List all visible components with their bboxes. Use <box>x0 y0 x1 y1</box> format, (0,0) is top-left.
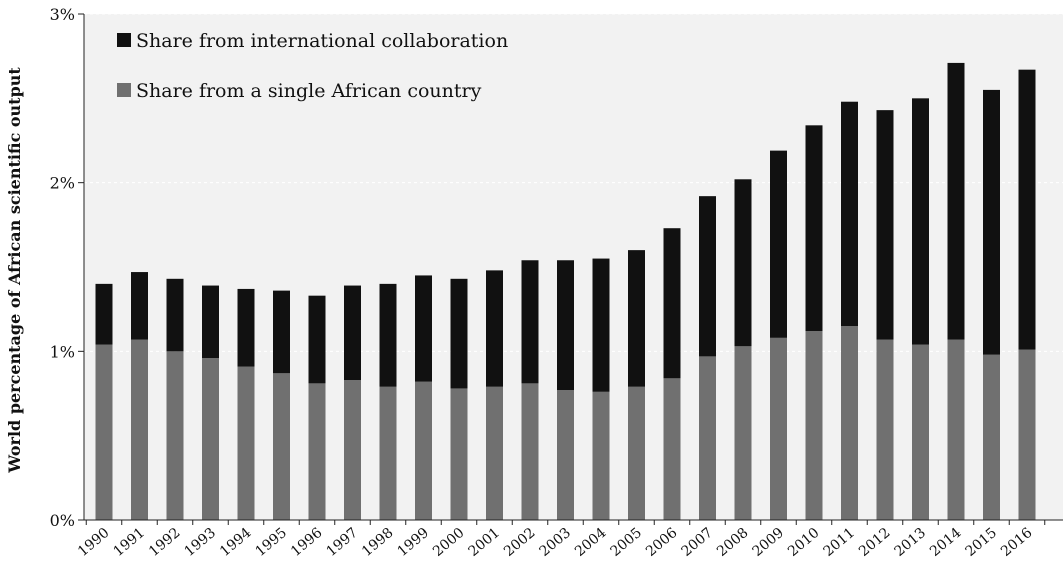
bar-international-collaboration <box>628 250 645 387</box>
x-tick-label: 2000 <box>430 525 468 560</box>
x-tick-label: 2005 <box>607 525 645 560</box>
x-tick-label: 1992 <box>146 525 184 560</box>
bar-single-country <box>983 354 1000 520</box>
legend-swatch <box>117 83 131 97</box>
bar-single-country <box>770 337 787 520</box>
bars <box>95 62 1036 520</box>
y-tick-label: 3% <box>50 5 75 24</box>
bar-single-country <box>344 380 361 520</box>
bar-international-collaboration <box>734 179 752 347</box>
bar-international-collaboration <box>273 290 290 374</box>
bar-single-country <box>628 386 645 520</box>
x-tick-label: 1990 <box>75 525 113 560</box>
bar-single-country <box>876 339 894 520</box>
x-tick-labels: 1990199119921993199419951996199719981999… <box>75 525 1036 560</box>
bar-international-collaboration <box>770 150 787 338</box>
legend-label: Share from a single African country <box>136 80 482 102</box>
bar-international-collaboration <box>237 288 255 367</box>
bar-international-collaboration <box>379 283 397 387</box>
x-tick-label: 2016 <box>998 525 1036 560</box>
bar-international-collaboration <box>592 258 610 392</box>
x-tick-label: 1991 <box>110 525 148 560</box>
x-tick-label: 2001 <box>465 525 503 560</box>
bar-single-country <box>947 339 965 520</box>
legend-swatch <box>117 33 131 47</box>
x-tick-label: 2013 <box>891 525 929 560</box>
bar-single-country <box>699 356 716 520</box>
bar-single-country <box>805 331 823 520</box>
x-tick-label: 2012 <box>856 525 894 560</box>
x-tick-label: 2010 <box>785 525 823 560</box>
x-tick-label: 2011 <box>820 525 858 560</box>
x-tick-label: 1995 <box>252 525 290 560</box>
bar-single-country <box>592 391 610 520</box>
bar-single-country <box>912 344 929 520</box>
bar-single-country <box>273 373 290 520</box>
legend: Share from international collaboration Sh… <box>117 30 508 102</box>
x-tick-label: 1993 <box>181 525 219 560</box>
bar-international-collaboration <box>131 272 148 340</box>
bar-international-collaboration <box>699 196 716 357</box>
x-tick-label: 1994 <box>217 525 255 560</box>
x-tick-label: 1999 <box>394 525 432 560</box>
y-tick-label: 1% <box>50 342 75 361</box>
x-tick-label: 2015 <box>962 525 1000 560</box>
x-tick-label: 2009 <box>749 525 787 560</box>
x-tick-label: 2008 <box>714 525 752 560</box>
bar-international-collaboration <box>166 278 184 352</box>
bar-single-country <box>237 366 255 520</box>
bar-international-collaboration <box>450 278 468 389</box>
bar-international-collaboration <box>947 62 965 340</box>
bar-international-collaboration <box>876 110 894 340</box>
bar-single-country <box>663 378 681 520</box>
x-tick-label: 2007 <box>678 525 716 560</box>
bar-single-country <box>557 390 574 520</box>
x-tick-label: 2004 <box>572 525 610 560</box>
bar-single-country <box>841 326 858 520</box>
bar-international-collaboration <box>486 270 503 387</box>
bar-international-collaboration <box>983 89 1000 355</box>
bar-international-collaboration <box>1018 69 1036 350</box>
bar-international-collaboration <box>95 283 113 345</box>
x-tick-label: 2002 <box>501 525 539 560</box>
x-tick-label: 2014 <box>927 525 965 560</box>
bar-single-country <box>131 339 148 520</box>
bar-international-collaboration <box>344 285 361 381</box>
bar-international-collaboration <box>912 98 929 345</box>
bar-international-collaboration <box>415 275 432 382</box>
bar-international-collaboration <box>805 125 823 332</box>
x-tick-label: 1997 <box>323 525 361 560</box>
bar-international-collaboration <box>521 260 539 384</box>
y-tick-label: 0% <box>50 511 75 530</box>
x-tick-label: 1998 <box>359 525 397 560</box>
y-tick-labels: 0% 1% 2% 3% <box>50 5 75 530</box>
bar-single-country <box>486 386 503 520</box>
y-tick-label: 2% <box>50 174 75 193</box>
bar-single-country <box>521 383 539 520</box>
x-tick-label: 2006 <box>643 525 681 560</box>
bar-single-country <box>308 383 326 520</box>
bar-single-country <box>734 346 752 520</box>
legend-label: Share from international collaboration <box>136 30 508 52</box>
bar-international-collaboration <box>308 295 326 384</box>
bar-single-country <box>95 344 113 520</box>
x-tick-label: 2003 <box>536 525 574 560</box>
bar-single-country <box>202 358 219 520</box>
bar-international-collaboration <box>841 101 858 327</box>
x-tick-label: 1996 <box>288 525 326 560</box>
bar-single-country <box>166 351 184 520</box>
bar-international-collaboration <box>202 285 219 359</box>
axes <box>83 14 1063 525</box>
bar-international-collaboration <box>557 260 574 391</box>
bar-single-country <box>450 388 468 520</box>
bar-single-country <box>415 381 432 520</box>
bar-single-country <box>1018 349 1036 520</box>
bar-single-country <box>379 386 397 520</box>
y-axis-label: World percentage of African scientific o… <box>5 67 24 474</box>
bar-international-collaboration <box>663 228 681 379</box>
